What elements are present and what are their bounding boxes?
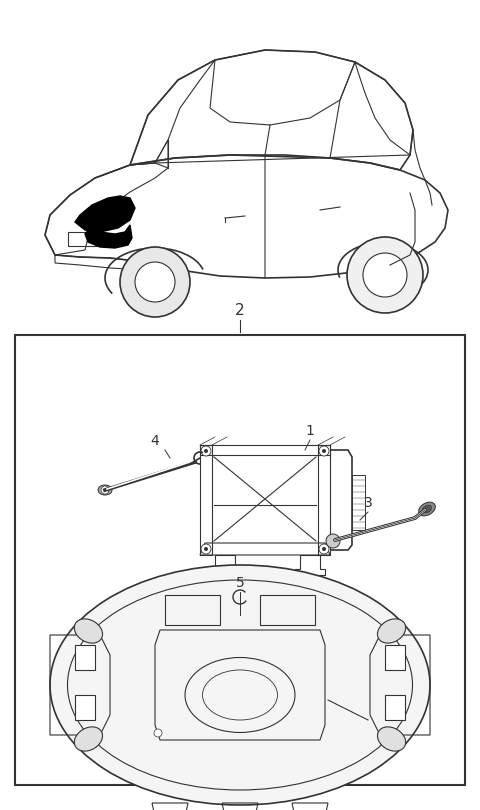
Circle shape	[326, 534, 340, 548]
Circle shape	[363, 253, 407, 297]
Polygon shape	[75, 695, 95, 720]
Text: 2: 2	[235, 303, 245, 318]
Circle shape	[322, 449, 326, 453]
Polygon shape	[75, 196, 135, 232]
Polygon shape	[75, 645, 95, 670]
Polygon shape	[385, 695, 405, 720]
Circle shape	[135, 262, 175, 302]
Ellipse shape	[422, 505, 432, 513]
Circle shape	[319, 544, 329, 554]
Ellipse shape	[377, 727, 406, 751]
Text: 3: 3	[364, 496, 372, 510]
Polygon shape	[85, 225, 132, 248]
Ellipse shape	[74, 619, 103, 643]
Circle shape	[204, 449, 208, 453]
Bar	[15, 335, 465, 785]
Polygon shape	[385, 645, 405, 670]
Text: 5: 5	[236, 576, 244, 590]
Circle shape	[347, 237, 423, 313]
Text: 4: 4	[151, 434, 159, 448]
Ellipse shape	[74, 727, 103, 751]
Circle shape	[120, 247, 190, 317]
Ellipse shape	[50, 565, 430, 805]
Circle shape	[204, 547, 208, 551]
Circle shape	[319, 446, 329, 456]
Circle shape	[101, 486, 109, 494]
Ellipse shape	[98, 485, 112, 495]
Circle shape	[322, 547, 326, 551]
Circle shape	[201, 544, 211, 554]
Ellipse shape	[419, 502, 435, 516]
Circle shape	[154, 729, 162, 737]
Text: 1: 1	[306, 424, 314, 438]
Circle shape	[201, 446, 211, 456]
Ellipse shape	[377, 619, 406, 643]
